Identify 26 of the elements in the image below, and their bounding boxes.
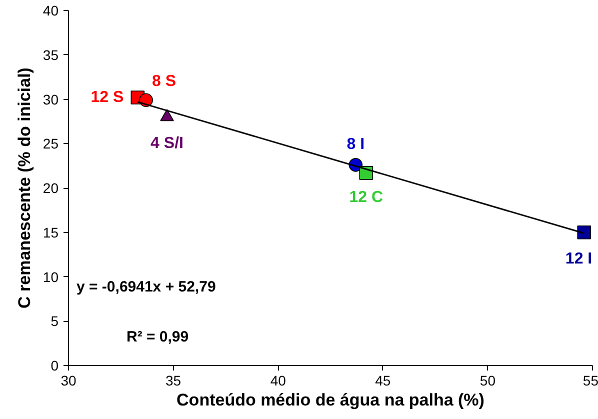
annotation: R² = 0,99 <box>126 328 189 346</box>
series-label: 12 S <box>90 88 124 106</box>
y-tick-label: 0 <box>50 358 59 374</box>
y-tick-label: 5 <box>50 313 59 330</box>
series-label: 8 I <box>346 136 365 153</box>
x-tick-label: 50 <box>480 372 496 388</box>
annotation: y = -0,6941x + 52,79 <box>76 278 216 296</box>
series-label: 12 I <box>565 250 592 268</box>
y-tick-label: 10 <box>42 268 59 285</box>
x-tick-label: 40 <box>270 372 286 388</box>
point <box>577 225 592 240</box>
series-label: 4 S/I <box>150 135 184 152</box>
y-tick-label: 35 <box>42 46 59 63</box>
y-tick-label: 25 <box>42 136 59 152</box>
series-label: 8 S <box>152 73 176 90</box>
x-tick-label: 35 <box>166 372 182 388</box>
y-tick-label: 20 <box>42 180 59 196</box>
y-tick-label: 40 <box>42 2 59 18</box>
y-tick-label: 30 <box>42 91 59 108</box>
x-tick-label: 45 <box>375 372 391 388</box>
x-axis-title: Conteúdo médio de água na palha (%) <box>176 390 484 410</box>
x-tick-label: 55 <box>582 372 598 388</box>
x-tick-label: 30 <box>60 372 76 388</box>
series-label: 12 C <box>349 188 384 206</box>
y-axis-title: C remanescente (% do inicial) <box>14 68 34 308</box>
y-tick-label: 15 <box>42 224 59 240</box>
